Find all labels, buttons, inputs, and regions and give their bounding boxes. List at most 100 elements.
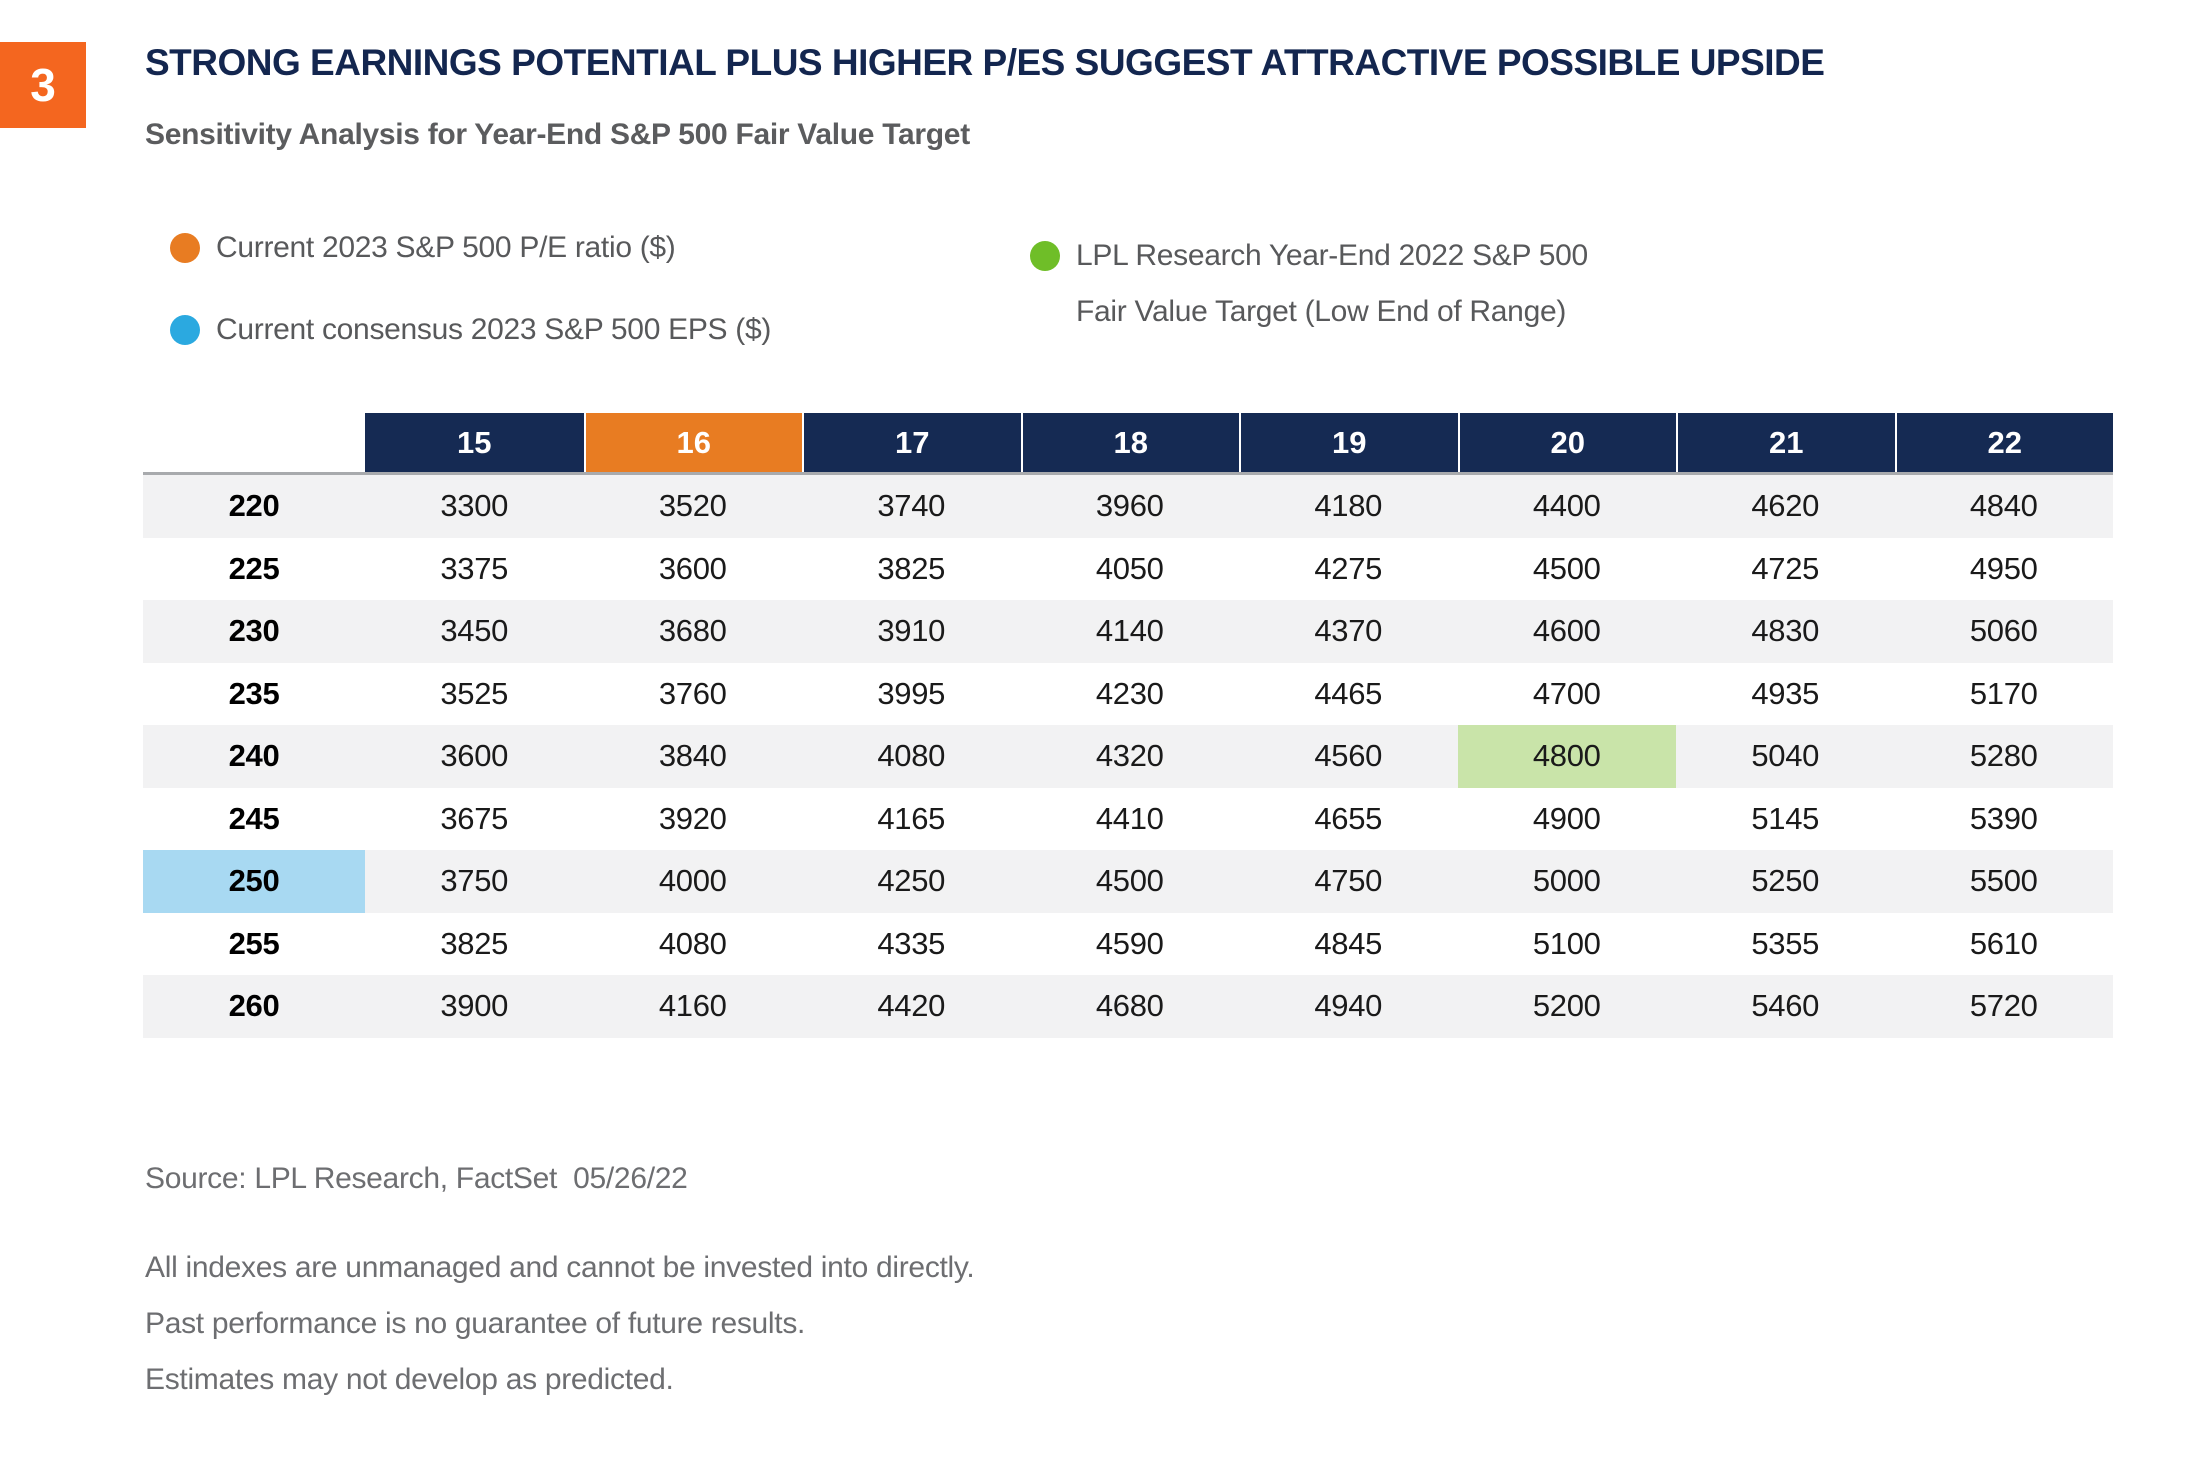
value-cell-230x17: 3910 xyxy=(877,613,946,649)
legend-item-consensus-eps: Current consensus 2023 S&P 500 EPS ($) xyxy=(170,310,771,350)
legend-item-pe-ratio: Current 2023 S&P 500 P/E ratio ($) xyxy=(170,228,771,268)
value-cell-225x17: 3825 xyxy=(877,550,946,586)
value-cell-230x15: 3450 xyxy=(440,613,509,649)
value-cell-260x15: 3900 xyxy=(440,988,509,1024)
value-cell-245x18: 4410 xyxy=(1095,800,1164,836)
pe-column-header-22: 22 xyxy=(1894,413,2113,472)
value-cell-260x16: 4160 xyxy=(658,988,727,1024)
table-row-eps-245: 245 3675 3920 4165 4410 4655 4900 5145 5390 xyxy=(143,788,2113,851)
value-cell-240x16: 3840 xyxy=(658,738,727,774)
value-cell-235x19: 4465 xyxy=(1314,675,1383,711)
value-cell-260x21: 5460 xyxy=(1751,988,1820,1024)
value-cell-255x18: 4590 xyxy=(1095,925,1164,961)
pe-column-header-20: 20 xyxy=(1457,413,1676,472)
pe-column-header-19: 19 xyxy=(1239,413,1458,472)
value-cell-260x17: 4420 xyxy=(877,988,946,1024)
value-cell-235x16: 3760 xyxy=(658,675,727,711)
disclaimer-text: All indexes are unmanaged and cannot be … xyxy=(145,1251,975,1396)
value-cell-245x15: 3675 xyxy=(440,800,509,836)
sensitivity-table: 15 16 17 18 19 20 21 22 220 3300 3520 3740 3960 4180… xyxy=(143,413,2113,1038)
value-cell-260x19: 4940 xyxy=(1314,988,1383,1024)
value-cell-220x19: 4180 xyxy=(1314,488,1383,524)
value-cell-230x16: 3680 xyxy=(658,613,727,649)
table-row-eps-220: 220 3300 3520 3740 3960 4180 4400 4620 4840 xyxy=(143,475,2113,538)
pe-column-header-17: 17 xyxy=(802,413,1021,472)
value-cell-235x21: 4935 xyxy=(1751,675,1820,711)
table-row-eps-250: 250 3750 4000 4250 4500 4750 5000 5250 5500 xyxy=(143,850,2113,913)
value-cell-260x20: 5200 xyxy=(1532,988,1601,1024)
value-cell-235x22: 5170 xyxy=(1969,675,2038,711)
value-cell-250x22: 5500 xyxy=(1969,863,2038,899)
header: STRONG EARNINGS POTENTIAL PLUS HIGHER P/… xyxy=(145,42,2105,152)
value-cell-225x19: 4275 xyxy=(1314,550,1383,586)
value-cell-230x22: 5060 xyxy=(1969,613,2038,649)
value-cell-235x18: 4230 xyxy=(1095,675,1164,711)
legend-label: Current 2023 S&P 500 P/E ratio ($) xyxy=(216,231,676,264)
green-dot-icon xyxy=(1030,241,1060,271)
value-cell-255x15: 3825 xyxy=(440,925,509,961)
value-cell-220x15: 3300 xyxy=(440,488,509,524)
value-cell-225x15: 3375 xyxy=(440,550,509,586)
value-cell-225x22: 4950 xyxy=(1969,550,2038,586)
value-cell-220x16: 3520 xyxy=(658,488,727,524)
legend-label: LPL Research Year-End 2022 S&P 500 Fair … xyxy=(1076,239,1588,328)
legend-column-left: Current 2023 S&P 500 P/E ratio ($) Curre… xyxy=(170,228,771,350)
value-cell-260x18: 4680 xyxy=(1095,988,1164,1024)
value-cell-240x19: 4560 xyxy=(1314,738,1383,774)
figure-number-badge: 3 xyxy=(0,42,86,128)
value-cell-250x15: 3750 xyxy=(440,863,509,899)
value-cell-220x17: 3740 xyxy=(877,488,946,524)
pe-column-header-16: 16 xyxy=(583,413,802,472)
value-cell-255x19: 4845 xyxy=(1314,925,1383,961)
value-cell-250x21: 5250 xyxy=(1751,863,1820,899)
value-cell-235x15: 3525 xyxy=(440,675,509,711)
value-cell-220x21: 4620 xyxy=(1751,488,1820,524)
eps-row-header-220: 220 xyxy=(228,488,280,524)
value-cell-250x19: 4750 xyxy=(1314,863,1383,899)
value-cell-255x21: 5355 xyxy=(1751,925,1820,961)
table-row-eps-235: 235 3525 3760 3995 4230 4465 4700 4935 5170 xyxy=(143,663,2113,726)
table-row-eps-255: 255 3825 4080 4335 4590 4845 5100 5355 5610 xyxy=(143,913,2113,976)
page-subtitle: Sensitivity Analysis for Year-End S&P 50… xyxy=(145,118,970,151)
value-cell-225x16: 3600 xyxy=(658,550,727,586)
value-cell-250x18: 4500 xyxy=(1095,863,1164,899)
value-cell-245x16: 3920 xyxy=(658,800,727,836)
value-cell-245x22: 5390 xyxy=(1969,800,2038,836)
value-cell-240x22: 5280 xyxy=(1969,738,2038,774)
value-cell-235x17: 3995 xyxy=(877,675,946,711)
eps-row-header-255: 255 xyxy=(228,925,280,961)
table-body: 220 3300 3520 3740 3960 4180 4400 4620 4840 225 33… xyxy=(143,472,2113,1038)
value-cell-250x16: 4000 xyxy=(658,863,727,899)
legend-column-right: LPL Research Year-End 2022 S&P 500 Fair … xyxy=(1030,228,1588,340)
value-cell-225x18: 4050 xyxy=(1095,550,1164,586)
eps-row-header-230: 230 xyxy=(228,613,280,649)
value-cell-255x16: 4080 xyxy=(658,925,727,961)
legend-item-fair-value-target: LPL Research Year-End 2022 S&P 500 Fair … xyxy=(1030,228,1588,340)
eps-row-header-245: 245 xyxy=(228,800,280,836)
value-cell-250x20: 5000 xyxy=(1532,863,1601,899)
value-cell-235x20: 4700 xyxy=(1532,675,1601,711)
pe-column-header-15: 15 xyxy=(365,413,584,472)
value-cell-225x20: 4500 xyxy=(1532,550,1601,586)
value-cell-240x21: 5040 xyxy=(1751,738,1820,774)
value-cell-230x20: 4600 xyxy=(1532,613,1601,649)
blue-dot-icon xyxy=(170,315,200,345)
value-cell-240x15: 3600 xyxy=(440,738,509,774)
value-cell-255x22: 5610 xyxy=(1969,925,2038,961)
value-cell-245x17: 4165 xyxy=(877,800,946,836)
eps-row-header-235: 235 xyxy=(228,675,280,711)
table-row-eps-260: 260 3900 4160 4420 4680 4940 5200 5460 5720 xyxy=(143,975,2113,1038)
source-note: Source: LPL Research, FactSet 05/26/22 xyxy=(145,1162,688,1195)
page-title: STRONG EARNINGS POTENTIAL PLUS HIGHER P/… xyxy=(145,42,1825,83)
value-cell-240x17: 4080 xyxy=(877,738,946,774)
eps-row-header-240: 240 xyxy=(228,738,280,774)
value-cell-245x19: 4655 xyxy=(1314,800,1383,836)
value-cell-250x17: 4250 xyxy=(877,863,946,899)
eps-row-header-250: 250 xyxy=(143,850,365,913)
value-cell-230x21: 4830 xyxy=(1751,613,1820,649)
value-cell-240x20: 4800 xyxy=(1457,725,1676,788)
value-cell-220x18: 3960 xyxy=(1095,488,1164,524)
table-row-eps-240: 240 3600 3840 4080 4320 4560 4800 5040 5280 xyxy=(143,725,2113,788)
value-cell-255x17: 4335 xyxy=(877,925,946,961)
eps-row-header-225: 225 xyxy=(228,550,280,586)
